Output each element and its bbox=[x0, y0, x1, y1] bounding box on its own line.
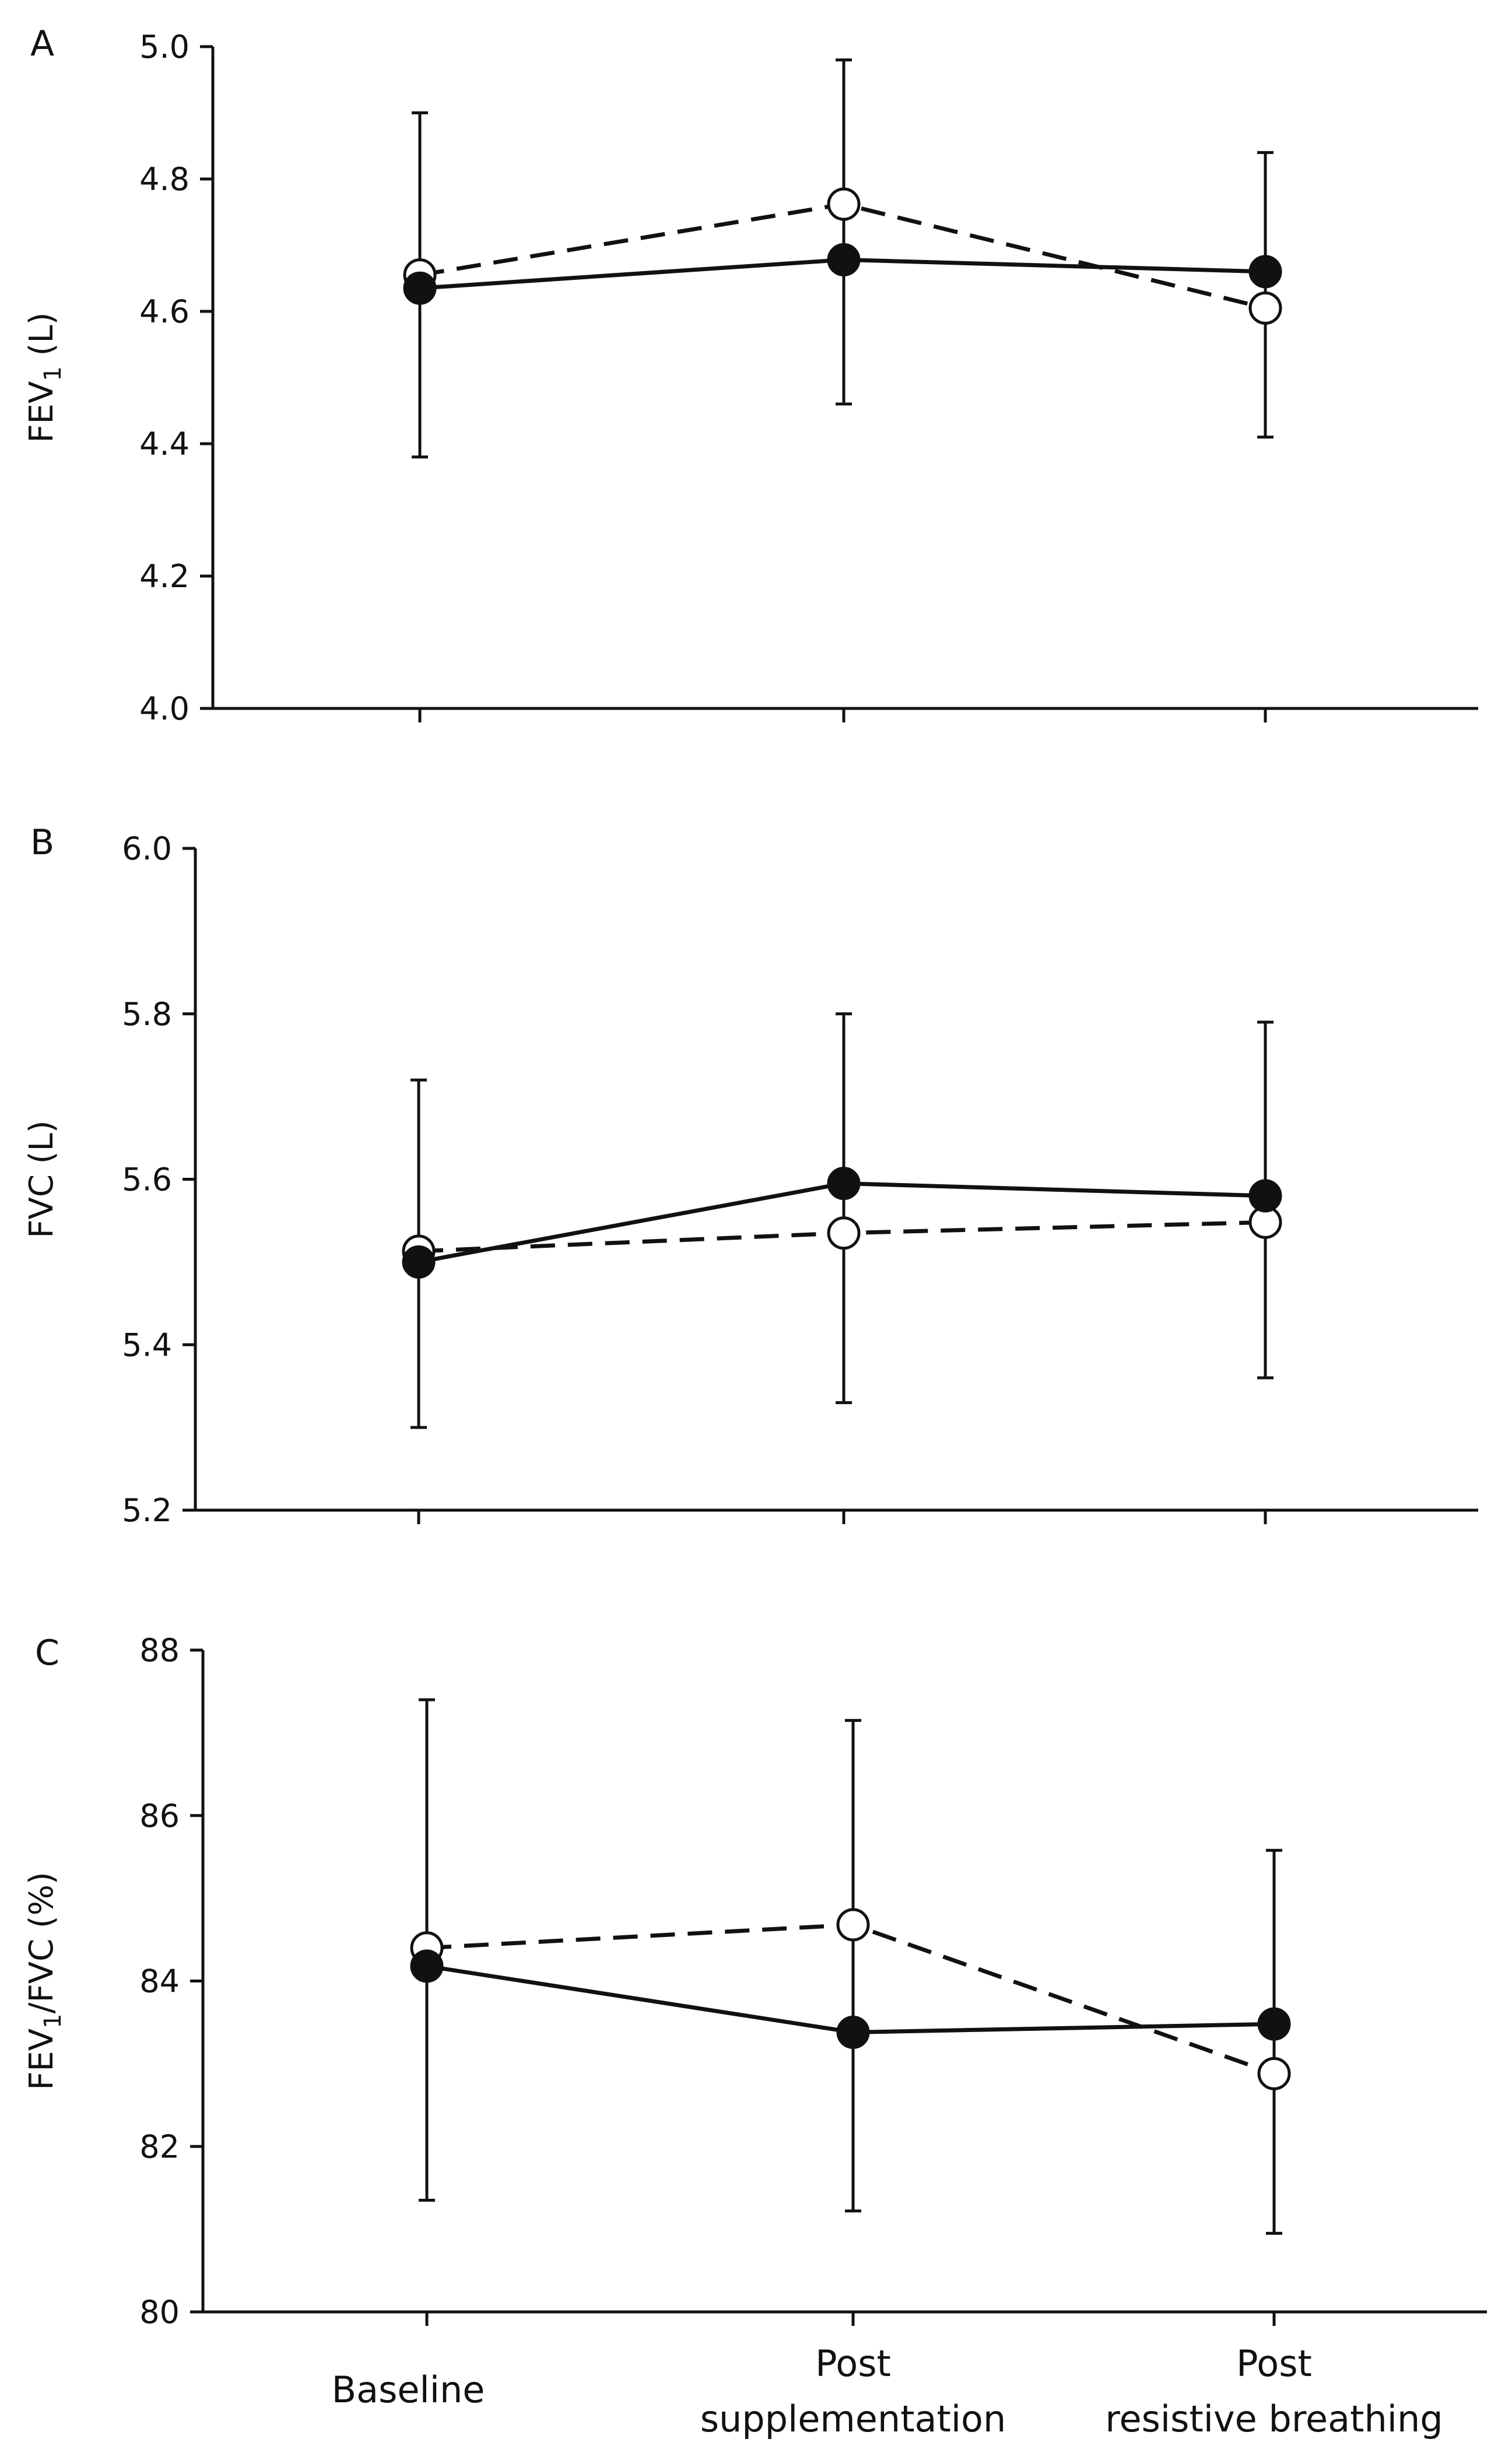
panel-letter: B bbox=[30, 822, 54, 863]
y-tick-label: 80 bbox=[139, 2294, 180, 2331]
y-axis-title: FEV1/FVC (%) bbox=[23, 1872, 66, 2090]
y-tick-label: 82 bbox=[139, 2128, 180, 2165]
y-tick-label: 88 bbox=[139, 1632, 180, 1669]
y-axis-title-main: FEV bbox=[23, 381, 61, 443]
y-axis-title-main: FEV bbox=[23, 2029, 61, 2090]
panel-a: 4.0 4.2 4.4 4.6 4.8 5.0 A FEV1 (L) bbox=[23, 23, 1478, 727]
category-labels: Baseline Post supplementation Post resistive… bbox=[332, 2342, 1443, 2440]
data-point-filled bbox=[402, 1245, 436, 1279]
data-point-open bbox=[827, 187, 861, 221]
y-tick-label: 4.8 bbox=[139, 161, 190, 198]
y-axis-title: FEV1 (L) bbox=[23, 312, 66, 443]
y-axis-title-subscript: 1 bbox=[40, 2013, 66, 2028]
y-axis-title-rest: /FVC (%) bbox=[23, 1872, 61, 2013]
data-point-filled bbox=[1257, 2007, 1291, 2041]
category-label: resistive breathing bbox=[1105, 2398, 1443, 2440]
y-axis-title-subscript: 1 bbox=[40, 366, 66, 381]
panel-c: 80 82 84 86 88 C FEV1/FVC (%) bbox=[23, 1632, 1487, 2331]
data-point-open bbox=[827, 1216, 861, 1250]
y-tick-label: 84 bbox=[139, 1963, 180, 2000]
y-tick-label: 4.4 bbox=[139, 426, 190, 462]
data-point-filled bbox=[1248, 1179, 1282, 1213]
category-label: Baseline bbox=[332, 2368, 485, 2411]
y-tick-label: 5.8 bbox=[122, 996, 172, 1033]
category-label: Post bbox=[1236, 2342, 1312, 2385]
data-point-filled bbox=[410, 1949, 444, 1983]
y-axis-title: FVC (L) bbox=[23, 1120, 61, 1238]
data-point-filled bbox=[827, 1167, 861, 1201]
y-tick-label: 5.6 bbox=[122, 1161, 172, 1198]
series-line-open bbox=[426, 1922, 1275, 2076]
panel-letter: A bbox=[30, 23, 54, 64]
data-point-open bbox=[1248, 291, 1282, 325]
panel-b: 5.2 5.4 5.6 5.8 6.0 B FVC (L) bbox=[23, 822, 1478, 1529]
data-point-open bbox=[1257, 2057, 1291, 2090]
data-point-filled bbox=[827, 243, 861, 276]
data-point-filled bbox=[1248, 255, 1282, 289]
category-label: supplementation bbox=[700, 2398, 1006, 2440]
data-point-filled bbox=[836, 2015, 870, 2049]
category-label: Post bbox=[815, 2342, 891, 2385]
y-tick-label: 86 bbox=[139, 1798, 180, 1834]
y-tick-label: 6.0 bbox=[122, 830, 172, 867]
data-point-filled bbox=[403, 271, 437, 305]
panel-letter: C bbox=[35, 1633, 59, 1673]
y-tick-label: 4.6 bbox=[139, 293, 190, 330]
y-axis-title-main: FVC (L) bbox=[23, 1120, 61, 1238]
y-tick-label: 5.4 bbox=[122, 1326, 172, 1363]
y-tick-label: 4.0 bbox=[139, 690, 190, 727]
data-point-open bbox=[836, 1908, 870, 1942]
y-tick-label: 5.0 bbox=[139, 29, 190, 65]
y-tick-label: 5.2 bbox=[122, 1492, 172, 1529]
y-axis-title-rest: (L) bbox=[23, 312, 61, 366]
y-tick-label: 4.2 bbox=[139, 558, 190, 595]
